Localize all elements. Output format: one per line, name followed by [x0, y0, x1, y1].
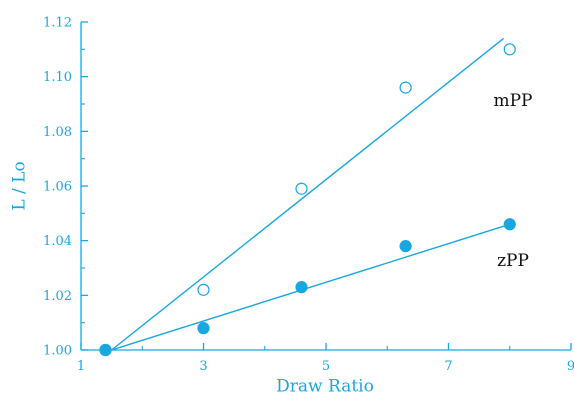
y-tick-label: 1.10: [43, 70, 72, 85]
x-tick-label: 7: [444, 359, 452, 374]
series-label-zPP: zPP: [497, 251, 529, 271]
x-tick-label: 5: [322, 359, 330, 374]
data-point-zPP: [503, 218, 516, 231]
x-tick-label: 3: [199, 359, 207, 374]
fit-line-zPP: [111, 223, 510, 351]
fit-lines: [111, 37, 510, 351]
fit-line-mPP: [111, 37, 505, 351]
labels: mPP zPP: [494, 91, 533, 271]
x-tick-label: 9: [567, 359, 574, 374]
data-point-mPP: [197, 283, 210, 296]
y-axis-title: L / Lo: [10, 161, 30, 210]
y-tick-label: 1.08: [43, 125, 72, 140]
data-point-zPP: [295, 281, 308, 294]
y-tick-label: 1.12: [43, 16, 72, 31]
y-tick-label: 1.06: [43, 180, 72, 195]
data-point-zPP: [99, 343, 112, 357]
x-tick-label: 1: [77, 359, 85, 374]
data-point-zPP: [399, 240, 412, 253]
y-tick-label: 1.00: [43, 344, 72, 359]
data-point-zPP: [197, 322, 210, 335]
series-label-mPP: mPP: [494, 91, 533, 111]
axes: 1 3 5 7 9 1.00 1.02 1.04 1.06 1.08 1.10 1.12: [43, 16, 574, 375]
y-tick-label: 1.02: [43, 289, 72, 304]
data-point-mPP: [503, 43, 516, 56]
x-axis-title: Draw Ratio: [276, 377, 374, 397]
y-tick-label: 1.04: [43, 234, 72, 249]
data-point-mPP: [399, 81, 412, 94]
data-point-mPP: [295, 182, 308, 195]
markers: [99, 43, 516, 357]
